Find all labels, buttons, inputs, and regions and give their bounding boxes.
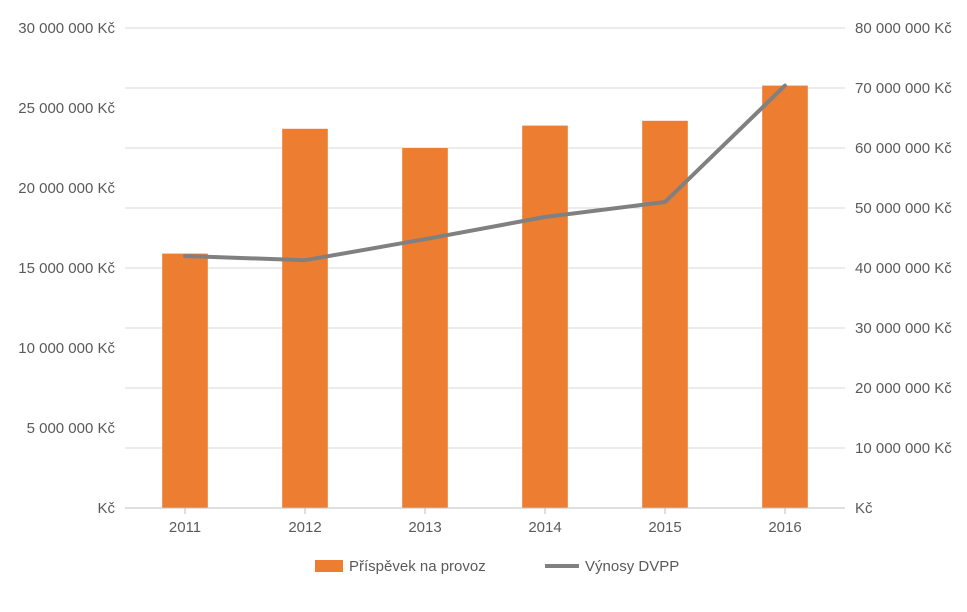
y-right-tick-label: 70 000 000 Kč <box>855 80 952 97</box>
legend-bar-label: Příspěvek na provoz <box>349 558 486 575</box>
x-tick-label: 2014 <box>528 519 561 536</box>
x-tick-label: 2016 <box>768 519 801 536</box>
y-right-tick-label: 80 000 000 Kč <box>855 20 952 37</box>
y-left-tick-label: 10 000 000 Kč <box>18 340 115 357</box>
bar <box>522 126 568 508</box>
y-left-tick-label: 25 000 000 Kč <box>18 100 115 117</box>
y-right-tick-label: 30 000 000 Kč <box>855 320 952 337</box>
y-left-tick-label: 20 000 000 Kč <box>18 180 115 197</box>
y-right-labels: Kč 10 000 000 Kč 20 000 000 Kč 30 000 000 K… <box>855 20 952 517</box>
y-left-tick-label: Kč <box>97 500 115 517</box>
bar <box>402 148 448 508</box>
bar <box>642 121 688 508</box>
x-tick-label: 2013 <box>408 519 441 536</box>
combo-chart: Kč 5 000 000 Kč 10 000 000 Kč 15 000 000 Kč… <box>0 0 967 612</box>
y-right-tick-label: 60 000 000 Kč <box>855 140 952 157</box>
legend-line-label: Výnosy DVPP <box>585 558 679 575</box>
y-right-tick-label: Kč <box>855 500 873 517</box>
bar <box>282 129 328 508</box>
bar <box>762 86 808 508</box>
chart-container: Kč 5 000 000 Kč 10 000 000 Kč 15 000 000 Kč… <box>0 0 967 612</box>
y-right-tick-label: 40 000 000 Kč <box>855 260 952 277</box>
y-left-tick-label: 5 000 000 Kč <box>27 420 116 437</box>
x-tick-label: 2015 <box>648 519 681 536</box>
y-right-tick-label: 20 000 000 Kč <box>855 380 952 397</box>
legend-bar-swatch <box>315 560 343 572</box>
x-tick-label: 2012 <box>288 519 321 536</box>
y-right-tick-label: 10 000 000 Kč <box>855 440 952 457</box>
y-right-tick-label: 50 000 000 Kč <box>855 200 952 217</box>
y-left-tick-label: 15 000 000 Kč <box>18 260 115 277</box>
bar <box>162 254 208 508</box>
x-tick-label: 2011 <box>169 519 201 536</box>
y-left-tick-label: 30 000 000 Kč <box>18 20 115 37</box>
